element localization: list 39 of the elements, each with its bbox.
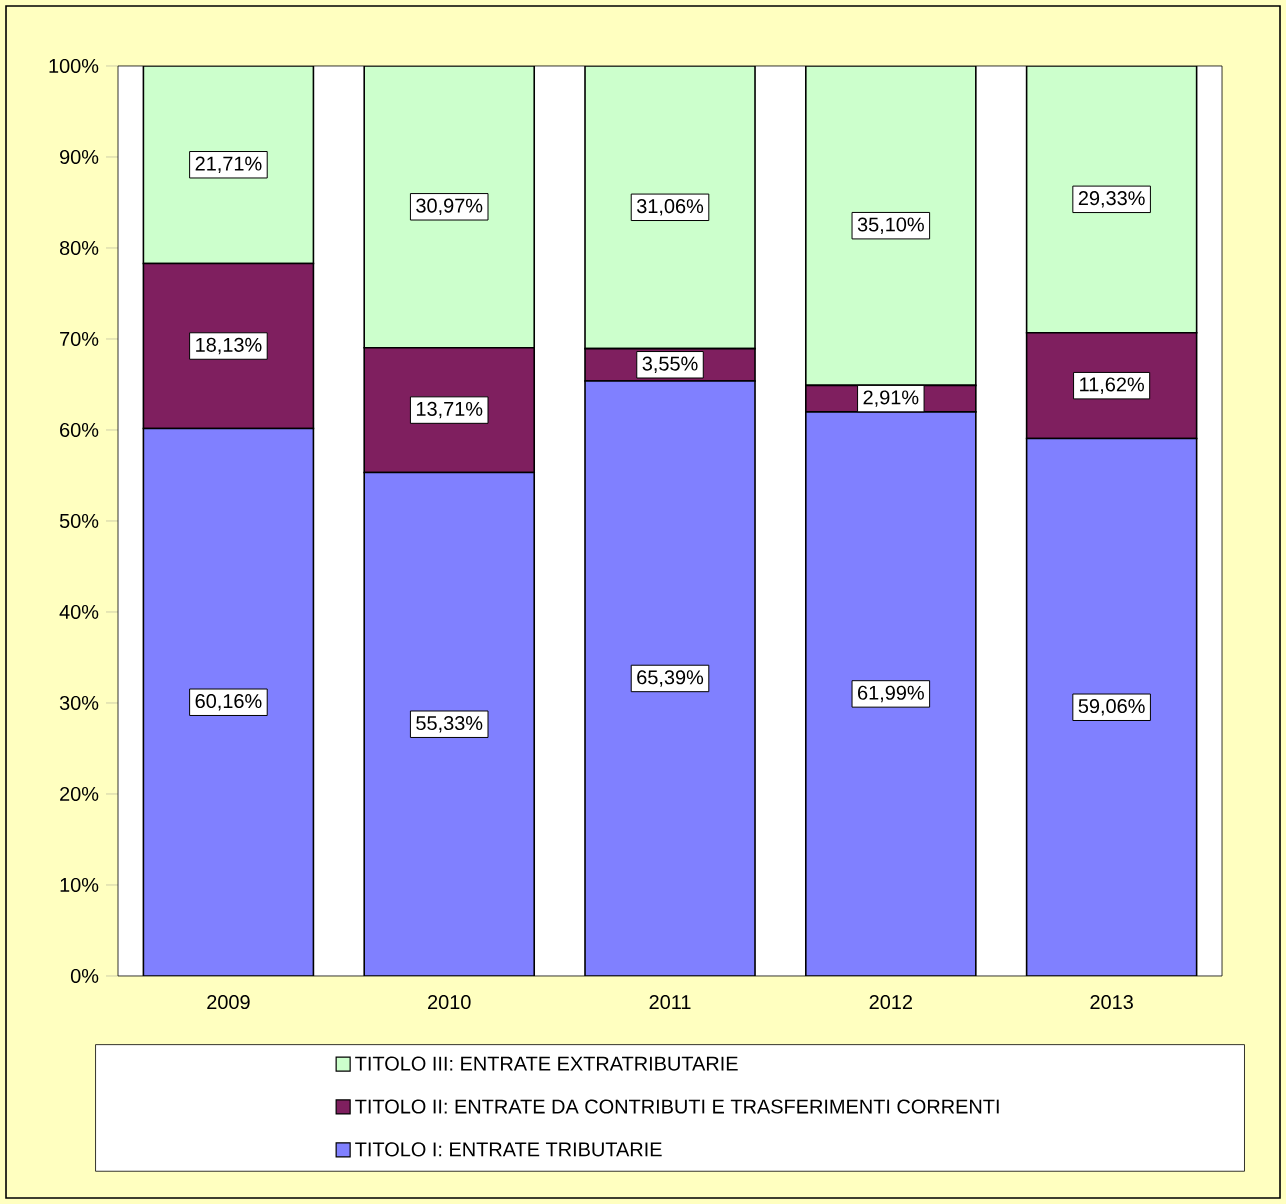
data-label: 31,06% <box>636 199 704 216</box>
data-label: 29,33% <box>1078 191 1145 208</box>
data-label: 35,10% <box>857 217 924 234</box>
data-label: 2,91% <box>863 390 919 407</box>
bar <box>584 65 756 350</box>
x-tick-label: 2013 <box>1090 995 1133 1010</box>
legend-label: TITOLO III: ENTRATE EXTRATRIBUTARIE <box>355 1056 738 1071</box>
y-tick-label: 30% <box>59 695 99 711</box>
legend-label: TITOLO II: ENTRATE DA CONTRIBUTI E TRASFERIMENTI CORRENTI <box>355 1099 999 1114</box>
y-tick-label: 80% <box>59 240 99 256</box>
data-label: 21,71% <box>195 156 262 173</box>
x-tick-label: 2012 <box>869 995 912 1010</box>
data-label: 30,97% <box>416 198 483 216</box>
legend-label: TITOLO I: ENTRATE TRIBUTARIE <box>355 1142 662 1157</box>
data-label: 61,99% <box>858 685 924 703</box>
bar <box>805 65 977 387</box>
bar <box>1025 65 1198 334</box>
y-tick-label: 70% <box>60 331 99 347</box>
x-tick-label: 2010 <box>428 995 471 1010</box>
y-tick-label: 50% <box>59 513 99 529</box>
x-tick-label: 2011 <box>649 995 691 1010</box>
data-label: 3,55% <box>642 356 698 374</box>
y-tick-label: 20% <box>60 786 99 802</box>
bar <box>363 65 536 349</box>
x-tick-label: 2009 <box>207 995 250 1010</box>
y-tick-label: 40% <box>59 604 99 620</box>
bar <box>142 65 315 265</box>
y-tick-label: 10% <box>60 877 99 893</box>
y-tick-label: 100% <box>49 58 99 74</box>
y-tick-label: 0% <box>70 968 99 984</box>
data-label: 65,39% <box>637 670 704 687</box>
y-tick-label: 90% <box>60 149 99 165</box>
data-label: 59,06% <box>1078 699 1145 716</box>
data-label: 11,62% <box>1080 377 1144 394</box>
data-label: 18,13% <box>196 337 262 355</box>
data-label: 13,71% <box>416 401 483 419</box>
y-tick-label: 60% <box>60 422 99 438</box>
data-label: 55,33% <box>416 716 483 733</box>
data-label: 60,16% <box>195 694 262 711</box>
